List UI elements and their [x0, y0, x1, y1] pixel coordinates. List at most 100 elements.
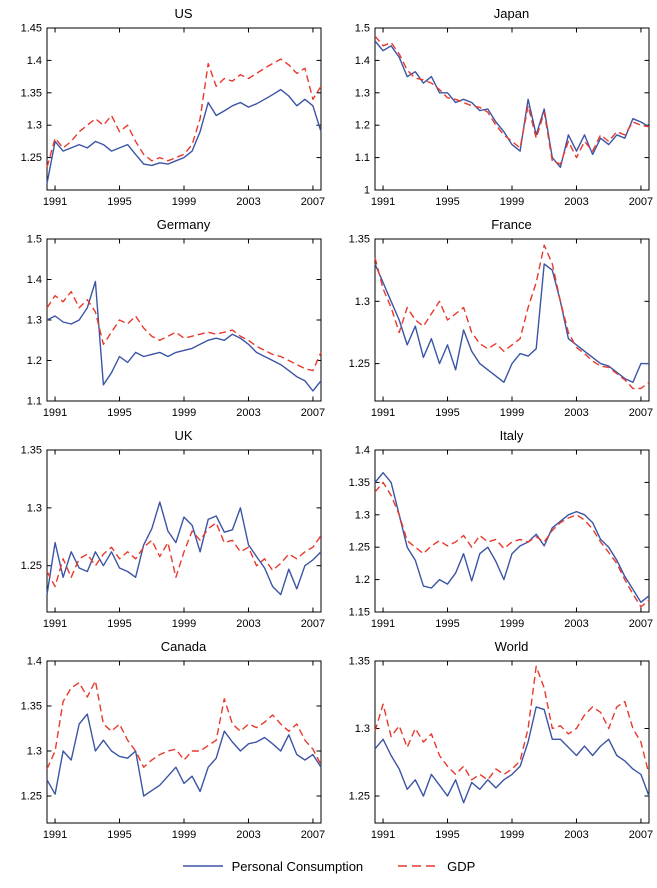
subplot-france: France 1.25 1.3 1.35 1991 1995 1999 2003 2007 — [329, 215, 657, 426]
x-tick-label: 2003 — [236, 618, 260, 630]
x-tick-label: 1991 — [370, 829, 394, 841]
y-tick-label: 1.25 — [20, 560, 41, 572]
subplot-world: World 1.25 1.3 1.35 1991 1995 1999 2003 2007 — [329, 637, 657, 848]
y-tick-label: 1.4 — [26, 274, 41, 286]
x-tick-label: 1991 — [370, 407, 394, 419]
series-personal-consumption — [373, 40, 649, 169]
x-tick-label: 1991 — [42, 829, 66, 841]
x-tick-label: 1999 — [499, 407, 523, 419]
x-tick-label: 2003 — [236, 829, 260, 841]
plot-italy: 1.15 1.2 1.25 1.3 1.35 1.4 1991 1995 1999 2003 200… — [348, 445, 653, 630]
y-tick-label: 1.3 — [26, 315, 41, 327]
plot-title-japan: Japan — [493, 6, 530, 21]
y-tick-label: 1.3 — [354, 87, 369, 99]
series-gdp — [373, 481, 649, 608]
subplot-us: US 1.25 1.3 1.35 1.4 1.45 1991 1995 1999 2003 200… — [1, 4, 329, 215]
plot-france: 1.25 1.3 1.35 1991 1995 1999 2003 2007 — [348, 234, 653, 419]
x-tick-label: 1999 — [499, 196, 523, 208]
x-tick-label: 1995 — [107, 196, 131, 208]
x-tick-label: 1995 — [107, 407, 131, 419]
series-gdp — [45, 680, 322, 770]
plot-title-world: World — [494, 639, 529, 654]
plot-title-germany: Germany — [156, 217, 211, 232]
solid-line-sample-icon — [182, 865, 223, 867]
x-tick-label: 2003 — [564, 407, 588, 419]
subplot-japan: Japan 1 1.1 1.2 1.3 1.4 1.5 1991 1995 1999 2003 20… — [329, 4, 657, 215]
legend-label-gdp: GDP — [447, 858, 476, 874]
y-tick-label: 1.2 — [354, 574, 369, 586]
x-tick-label: 1999 — [499, 618, 523, 630]
x-tick-label: 1991 — [370, 196, 394, 208]
plot-germany: 1.1 1.2 1.3 1.4 1.5 1991 1995 1999 2003 2007 — [26, 234, 324, 419]
x-tick-label: 1991 — [370, 618, 394, 630]
y-tick-label: 1.25 — [348, 791, 369, 803]
y-tick-label: 1.5 — [26, 234, 41, 246]
y-tick-label: 1.3 — [26, 120, 41, 132]
axes-box — [374, 660, 649, 824]
plot-title-canada: Canada — [160, 639, 207, 654]
x-tick-label: 2007 — [628, 618, 652, 630]
x-tick-label: 1999 — [499, 829, 523, 841]
x-tick-label: 1991 — [42, 407, 66, 419]
y-tick-label: 1.45 — [20, 23, 41, 35]
y-tick-label: 1.3 — [354, 296, 369, 308]
series-gdp — [373, 665, 650, 781]
x-tick-label: 1995 — [435, 196, 459, 208]
y-tick-label: 1.3 — [26, 502, 41, 514]
y-tick-label: 1.1 — [26, 396, 41, 408]
x-tick-label: 2007 — [628, 829, 652, 841]
y-tick-label: 1.3 — [354, 723, 369, 735]
plot-world: 1.25 1.3 1.35 1991 1995 1999 2003 2007 — [348, 656, 653, 841]
y-tick-label: 1.35 — [348, 477, 369, 489]
y-tick-label: 1.2 — [354, 120, 369, 132]
x-tick-label: 1999 — [171, 618, 195, 630]
series-gdp — [45, 522, 322, 588]
x-tick-label: 1991 — [42, 618, 66, 630]
x-tick-label: 1995 — [435, 618, 459, 630]
subplot-uk: UK 1.25 1.3 1.35 1991 1995 1999 2003 2007 — [1, 426, 329, 637]
plot-title-italy: Italy — [499, 428, 524, 443]
subplot-germany: Germany 1.1 1.2 1.3 1.4 1.5 1991 1995 1999 2003 2… — [1, 215, 329, 426]
x-tick-label: 1995 — [435, 829, 459, 841]
y-tick-label: 1.2 — [26, 355, 41, 367]
x-tick-label: 1991 — [42, 196, 66, 208]
series-personal-consumption — [373, 263, 649, 384]
plot-title-uk: UK — [174, 428, 193, 443]
series-gdp — [373, 244, 649, 390]
dashed-line-sample-icon — [398, 865, 439, 867]
x-tick-label: 1995 — [107, 829, 131, 841]
y-tick-label: 1.3 — [26, 746, 41, 758]
legend-item-personal-consumption: Personal Consumption — [182, 858, 364, 874]
x-tick-label: 2007 — [300, 407, 324, 419]
x-tick-label: 2003 — [564, 829, 588, 841]
subplot-italy: Italy 1.15 1.2 1.25 1.3 1.35 1.4 1991 1995 1999 2… — [329, 426, 657, 637]
plot-canada: 1.25 1.3 1.35 1.4 1991 1995 1999 2003 2007 — [20, 656, 325, 841]
y-tick-label: 1.25 — [20, 152, 41, 164]
y-tick-label: 1.35 — [348, 234, 369, 246]
y-tick-label: 1.3 — [354, 509, 369, 521]
axes-box — [46, 27, 321, 191]
series-gdp — [45, 58, 322, 168]
x-tick-label: 2003 — [236, 196, 260, 208]
plot-uk: 1.25 1.3 1.35 1991 1995 1999 2003 2007 — [20, 445, 325, 630]
y-tick-label: 1.25 — [348, 542, 369, 554]
x-tick-label: 2007 — [300, 829, 324, 841]
plot-japan: 1 1.1 1.2 1.3 1.4 1.5 1991 1995 1999 2003 2007 — [354, 23, 652, 208]
figure-grid: US 1.25 1.3 1.35 1.4 1.45 1991 1995 1999 2003 200… — [1, 4, 657, 848]
y-tick-label: 1.25 — [348, 358, 369, 370]
y-tick-label: 1.4 — [26, 55, 41, 67]
y-tick-label: 1.4 — [354, 445, 369, 457]
axes-box — [374, 27, 649, 191]
legend-label-personal-consumption: Personal Consumption — [231, 858, 364, 874]
series-personal-consumption — [45, 88, 322, 184]
y-tick-label: 1 — [363, 185, 369, 197]
y-tick-label: 1.5 — [354, 23, 369, 35]
plot-title-us: US — [174, 6, 193, 21]
x-tick-label: 2003 — [564, 196, 588, 208]
axes-box — [374, 238, 649, 402]
legend: Personal Consumption GDP — [0, 848, 657, 884]
subplot-canada: Canada 1.25 1.3 1.35 1.4 1991 1995 1999 2003 200… — [1, 637, 329, 848]
y-tick-label: 1.1 — [354, 152, 369, 164]
axes-box — [374, 449, 649, 613]
y-tick-label: 1.25 — [20, 791, 41, 803]
